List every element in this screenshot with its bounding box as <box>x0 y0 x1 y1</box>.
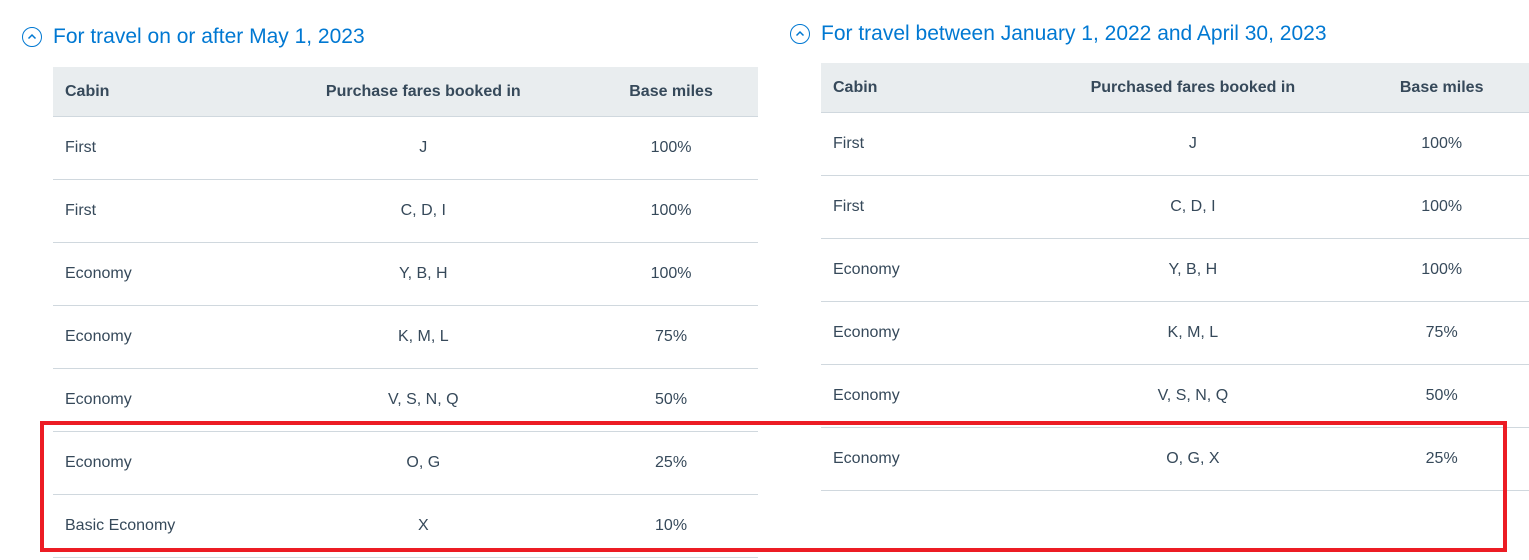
fare-class-cell: X <box>262 494 585 558</box>
table-row: Economy Y, B, H 100% <box>821 238 1529 302</box>
fare-class-cell: V, S, N, Q <box>262 368 585 432</box>
column-header: Purchase fares booked in <box>262 67 585 117</box>
table-row: First C, D, I 100% <box>821 175 1529 239</box>
cabin-cell: Economy <box>821 238 1032 302</box>
base-miles-cell: 100% <box>1354 238 1529 302</box>
table-row: First J 100% <box>53 116 758 180</box>
base-miles-cell: 100% <box>584 179 758 243</box>
column-header: Base miles <box>1354 63 1529 113</box>
table-row: First J 100% <box>821 112 1529 176</box>
cabin-cell: Economy <box>53 368 263 432</box>
cabin-cell: First <box>53 116 263 180</box>
column-header: Purchased fares booked in <box>1031 63 1355 113</box>
fare-class-cell: J <box>262 116 585 180</box>
base-miles-cell: 10% <box>584 494 758 558</box>
fare-class-cell: V, S, N, Q <box>1031 364 1355 428</box>
table-row: Economy K, M, L 75% <box>53 305 758 369</box>
fare-class-cell: K, M, L <box>1031 301 1355 365</box>
cabin-cell: Economy <box>821 427 1032 491</box>
cabin-cell: First <box>821 112 1032 176</box>
base-miles-cell: 75% <box>1354 301 1529 365</box>
table-row: Economy K, M, L 75% <box>821 301 1529 365</box>
column-header: Base miles <box>584 67 758 117</box>
cabin-cell: Economy <box>53 305 263 369</box>
table-row: Economy O, G, X 25% <box>821 427 1529 491</box>
table-header-row: Cabin Purchase fares booked in Base miles <box>53 67 758 117</box>
cabin-cell: Economy <box>53 242 263 306</box>
base-miles-cell: 75% <box>584 305 758 369</box>
section-heading: For travel on or after May 1, 2023 <box>53 25 365 48</box>
base-miles-cell: 50% <box>1354 364 1529 428</box>
chevron-up-circle-icon <box>790 24 810 44</box>
chevron-up-circle-icon <box>22 27 42 47</box>
base-miles-cell: 25% <box>1354 427 1529 491</box>
section-toggle-after-may-2023[interactable]: For travel on or after May 1, 2023 <box>22 25 365 49</box>
table-row: Economy V, S, N, Q 50% <box>53 368 758 432</box>
base-miles-cell: 50% <box>584 368 758 432</box>
fare-class-cell: K, M, L <box>262 305 585 369</box>
table-row: Economy Y, B, H 100% <box>53 242 758 306</box>
fare-class-cell: Y, B, H <box>262 242 585 306</box>
table-row: Economy V, S, N, Q 50% <box>821 364 1529 428</box>
cabin-cell: Basic Economy <box>53 494 263 558</box>
fare-class-cell: O, G <box>262 431 585 495</box>
column-header: Cabin <box>821 63 1032 113</box>
fare-class-cell: O, G, X <box>1031 427 1355 491</box>
earning-table-2022-2023: Cabin Purchased fares booked in Base miles… <box>821 63 1529 491</box>
cabin-cell: First <box>821 175 1032 239</box>
fare-class-cell: Y, B, H <box>1031 238 1355 302</box>
cabin-cell: Economy <box>821 301 1032 365</box>
section-heading: For travel between January 1, 2022 and A… <box>821 22 1327 45</box>
table-header-row: Cabin Purchased fares booked in Base miles <box>821 63 1529 113</box>
base-miles-cell: 25% <box>584 431 758 495</box>
earning-table-after-may-2023: Cabin Purchase fares booked in Base miles … <box>53 67 758 558</box>
fare-class-cell: C, D, I <box>262 179 585 243</box>
table-row: Basic Economy X 10% <box>53 494 758 558</box>
base-miles-cell: 100% <box>584 242 758 306</box>
base-miles-cell: 100% <box>1354 112 1529 176</box>
cabin-cell: Economy <box>53 431 263 495</box>
section-toggle-jan-2022-apr-2023[interactable]: For travel between January 1, 2022 and A… <box>790 22 1327 46</box>
fare-class-cell: C, D, I <box>1031 175 1355 239</box>
base-miles-cell: 100% <box>584 116 758 180</box>
table-row: Economy O, G 25% <box>53 431 758 495</box>
fare-class-cell: J <box>1031 112 1355 176</box>
base-miles-cell: 100% <box>1354 175 1529 239</box>
table-row: First C, D, I 100% <box>53 179 758 243</box>
cabin-cell: Economy <box>821 364 1032 428</box>
column-header: Cabin <box>53 67 263 117</box>
cabin-cell: First <box>53 179 263 243</box>
